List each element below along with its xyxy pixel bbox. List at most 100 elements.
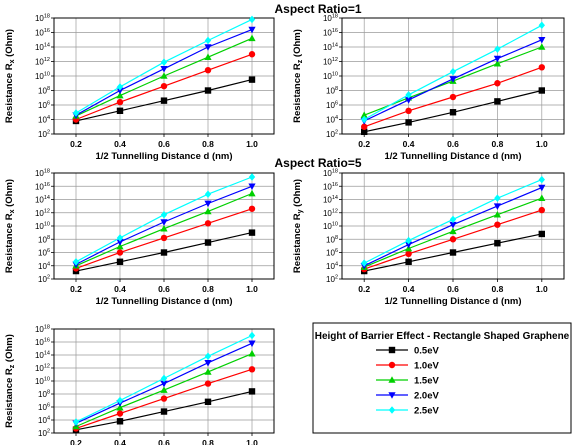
data-point-0.5eV — [160, 97, 168, 104]
y-axis-label: Resistance Rx (Ohm) — [4, 179, 16, 273]
data-point-1.0eV — [449, 236, 457, 243]
y-tick-label: 102 — [38, 275, 50, 285]
y-tick-label: 1010 — [323, 222, 338, 232]
data-point-1.0eV — [204, 67, 212, 74]
y-tick-label: 1010 — [323, 72, 338, 82]
data-point-2.0eV — [160, 65, 168, 73]
data-point-2.5eV — [449, 67, 457, 76]
data-point-1.5eV — [160, 224, 168, 232]
y-tick-label: 104 — [38, 416, 50, 426]
y-tick-label: 108 — [38, 390, 50, 400]
legend-frame — [312, 322, 572, 434]
plot-frame — [341, 172, 565, 280]
y-tick-label: 106 — [38, 248, 50, 258]
data-point-0.5eV — [116, 418, 124, 425]
y-tick-label: 1016 — [35, 338, 50, 348]
x-tick-label: 0.6 — [158, 438, 170, 445]
data-point-1.5eV — [160, 72, 168, 79]
data-point-2.5eV — [160, 374, 168, 383]
data-point-1.0eV — [116, 410, 124, 417]
y-axis-label: Resistance Rz (Ohm) — [4, 334, 16, 428]
data-point-2.0eV — [160, 219, 168, 226]
data-point-2.5eV — [204, 190, 212, 198]
x-tick-label: 0.8 — [491, 284, 503, 294]
data-point-1.5eV — [204, 207, 212, 215]
data-point-0.5eV — [361, 128, 368, 136]
data-point-0.5eV — [494, 98, 501, 105]
y-tick-label: 1014 — [323, 43, 338, 53]
data-point-2.0eV — [204, 360, 212, 367]
legend-label-2.5eV: 2.5eV — [414, 406, 439, 417]
y-tick-label: 1016 — [35, 28, 50, 38]
chart-1: 102 104 106 108 1010 1012 1014 1016 1018 0.2 0.4 0.… — [4, 14, 275, 162]
data-point-1.5eV — [116, 403, 124, 411]
x-tick-label: 1.0 — [536, 139, 548, 149]
x-tick-label: 0.8 — [491, 139, 503, 149]
data-point-0.5eV — [160, 249, 168, 256]
y-tick-label: 104 — [38, 115, 50, 125]
data-point-0.5eV — [248, 388, 256, 395]
x-tick-label: 1.0 — [536, 284, 548, 294]
data-point-2.5eV — [248, 173, 256, 181]
data-point-1.5eV — [204, 368, 212, 375]
data-point-1.0eV — [160, 395, 168, 402]
data-point-2.5eV — [361, 259, 368, 267]
plot-frame — [53, 328, 275, 434]
plot-frame — [53, 172, 275, 280]
data-point-2.0eV — [116, 87, 124, 95]
data-point-1.0eV — [116, 249, 124, 256]
x-tick-label: 0.2 — [70, 139, 82, 149]
data-point-1.5eV — [204, 53, 212, 60]
data-point-2.5eV — [494, 45, 501, 53]
y-tick-label: 106 — [326, 101, 338, 111]
data-point-1.0eV — [538, 206, 545, 214]
data-point-2.5eV — [72, 257, 80, 266]
data-point-2.0eV — [538, 184, 546, 192]
legend-label-0.5eV: 0.5eV — [414, 346, 439, 357]
data-point-2.5eV — [116, 83, 124, 91]
data-point-0.5eV — [248, 229, 256, 236]
data-point-2.0eV — [248, 183, 256, 191]
y-tick-label: 1010 — [35, 72, 50, 82]
y-tick-label: 108 — [38, 235, 50, 245]
data-point-1.0eV — [160, 82, 168, 90]
data-point-1.5eV — [160, 386, 168, 393]
chart-4: 102 104 106 108 1010 1012 1014 1016 1018 0.2 0.4 0.… — [292, 169, 565, 307]
legend-marker-1.0eV — [388, 361, 396, 369]
x-tick-label: 0.8 — [202, 438, 214, 445]
legend-marker-0.5eV — [388, 346, 396, 354]
legend: Height of Barrier Effect - Rectangle Sha… — [312, 322, 572, 434]
heading-aspect-ratio-1: Aspect Ratio=1 — [274, 2, 361, 16]
y-tick-label: 106 — [38, 101, 50, 111]
data-point-1.5eV — [538, 43, 546, 50]
x-tick-label: 0.6 — [447, 139, 459, 149]
data-point-2.0eV — [449, 76, 457, 83]
data-point-2.5eV — [494, 194, 501, 202]
data-point-2.0eV — [204, 200, 212, 208]
data-point-2.5eV — [405, 91, 412, 99]
data-point-1.5eV — [493, 59, 501, 67]
data-point-1.0eV — [248, 366, 256, 373]
data-point-1.0eV — [160, 234, 168, 242]
legend-marker-2.5eV — [388, 406, 396, 414]
data-point-2.0eV — [160, 380, 168, 388]
y-tick-label: 104 — [38, 261, 50, 271]
chart-2: 102 104 106 108 1010 1012 1014 1016 1018 0.2 0.4 0.… — [292, 14, 565, 162]
y-tick-label: 1016 — [323, 28, 338, 38]
x-axis-label: 1/2 Tunnelling Distance d (nm) — [95, 296, 232, 307]
x-tick-label: 0.2 — [358, 139, 370, 149]
x-axis-label: 1/2 Tunnelling Distance d (nm) — [95, 151, 232, 162]
y-tick-label: 1014 — [35, 351, 50, 361]
y-tick-label: 1018 — [35, 169, 50, 179]
data-point-2.5eV — [248, 331, 256, 340]
y-axis-label: Resistance Ry (Ohm) — [292, 179, 304, 273]
data-point-2.5eV — [72, 109, 80, 117]
data-point-2.5eV — [405, 236, 412, 245]
data-point-2.0eV — [204, 44, 212, 51]
data-point-1.5eV — [449, 227, 457, 235]
chart-5: 102 104 106 108 1010 1012 1014 1016 1018 0.2 0.4 0.… — [4, 325, 275, 445]
y-tick-label: 1018 — [35, 14, 50, 24]
y-tick-label: 108 — [326, 235, 338, 245]
data-point-0.5eV — [116, 107, 124, 114]
